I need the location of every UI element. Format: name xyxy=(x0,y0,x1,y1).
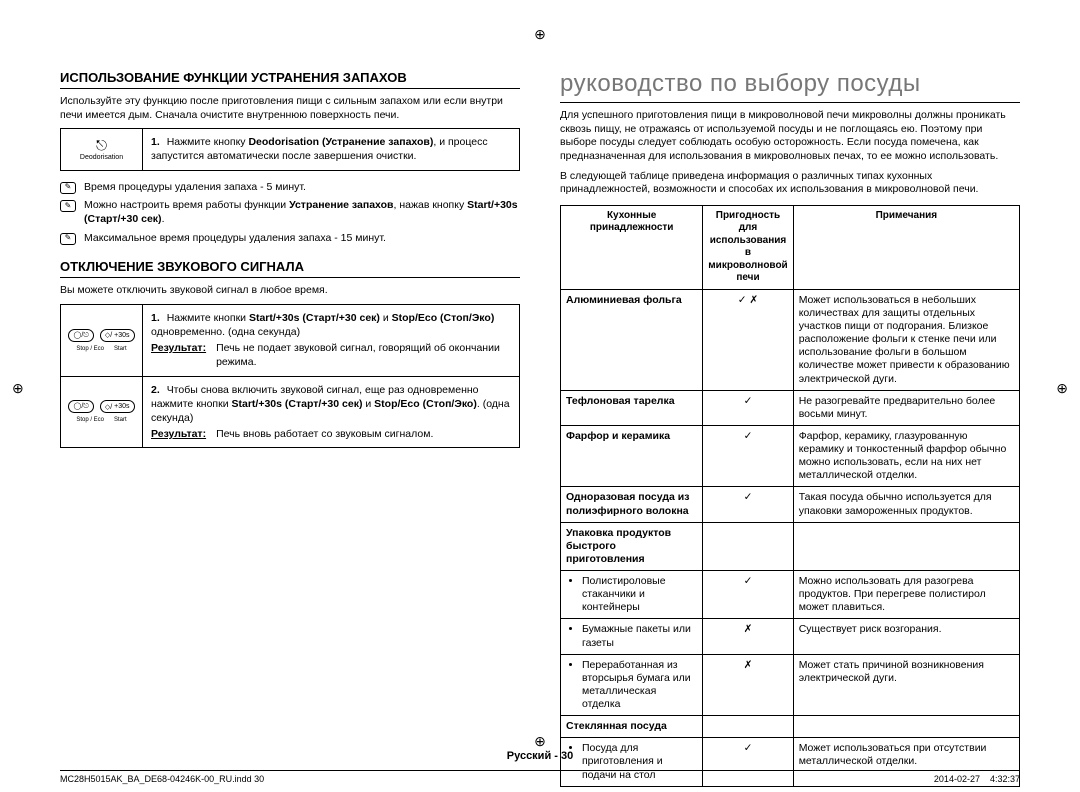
step-number: 1. xyxy=(151,136,160,148)
cell-group: Стеклянная посуда xyxy=(561,716,703,738)
cell-safe: ✓ xyxy=(703,390,793,425)
step-number: 1. xyxy=(151,312,160,324)
cell-safe: ✗ xyxy=(703,654,793,716)
cell-note: Существует риск возгорания. xyxy=(793,619,1019,654)
table-row: Фарфор и керамика ✓ Фарфор, керамику, гл… xyxy=(561,425,1020,487)
sound-intro: Вы можете отключить звуковой сигнал в лю… xyxy=(60,284,520,298)
sound-step2-body: 2. Чтобы снова включить звуковой сигнал,… xyxy=(143,377,519,448)
deodor-step-box: ⎋ Deodorisation 1. Нажмите кнопку Deodor… xyxy=(60,128,520,170)
cell-name: Фарфор и керамика xyxy=(561,425,703,487)
cookware-p2: В следующей таблице приведена информация… xyxy=(560,170,1020,197)
deodor-button-icon: ⎋ Deodorisation xyxy=(61,129,143,169)
page-columns: ИСПОЛЬЗОВАНИЕ ФУНКЦИИ УСТРАНЕНИЯ ЗАПАХОВ… xyxy=(60,70,1020,787)
cell-safe: ✓ xyxy=(703,425,793,487)
start-30s-icon: ◇/+30s xyxy=(100,400,135,413)
deodor-step-body: 1. Нажмите кнопку Deodorisation (Устране… xyxy=(143,129,519,169)
th-safe: Пригодность для использования в микровол… xyxy=(703,205,793,289)
cookware-title: руководство по выбору посуды xyxy=(560,70,1020,103)
left-column: ИСПОЛЬЗОВАНИЕ ФУНКЦИИ УСТРАНЕНИЯ ЗАПАХОВ… xyxy=(60,70,520,787)
cookware-p1: Для успешного приготовления пищи в микро… xyxy=(560,109,1020,164)
note-icon xyxy=(60,233,76,245)
foot-file: MC28H5015AK_BA_DE68-04246K-00_RU.indd 30 xyxy=(60,774,264,784)
th-name: Кухонные принадлежности xyxy=(561,205,703,289)
cell-name: Алюминиевая фольга xyxy=(561,289,703,390)
cell-safe: ✗ xyxy=(703,619,793,654)
table-row: Переработанная из вторсырья бумага или м… xyxy=(561,654,1020,716)
sound-step-box: ◯/⎋ ◇/+30s Stop / Eco Start 1. Нажмите к… xyxy=(60,304,520,448)
crop-mark-icon: ⊕ xyxy=(1056,380,1068,397)
deodor-intro: Используйте эту функцию после приготовле… xyxy=(60,95,520,122)
deodor-note-2: Можно настроить время работы функции Уст… xyxy=(60,199,520,226)
crop-mark-icon: ⊕ xyxy=(534,26,546,43)
table-row: Алюминиевая фольга ✓ ✗ Может использоват… xyxy=(561,289,1020,390)
sound-title: ОТКЛЮЧЕНИЕ ЗВУКОВОГО СИГНАЛА xyxy=(60,259,520,278)
deodor-title: ИСПОЛЬЗОВАНИЕ ФУНКЦИИ УСТРАНЕНИЯ ЗАПАХОВ xyxy=(60,70,520,89)
page-footer: Русский - 30 xyxy=(0,750,1080,762)
step-number: 2. xyxy=(151,384,160,396)
print-footline: MC28H5015AK_BA_DE68-04246K-00_RU.indd 30… xyxy=(60,770,1020,784)
cell-name: Тефлоновая тарелка xyxy=(561,390,703,425)
note-icon xyxy=(60,182,76,194)
right-column: руководство по выбору посуды Для успешно… xyxy=(560,70,1020,787)
crop-mark-icon: ⊕ xyxy=(534,733,546,750)
table-row: Бумажные пакеты или газеты ✗ Существует … xyxy=(561,619,1020,654)
table-row: Тефлоновая тарелка ✓ Не разогревайте пре… xyxy=(561,390,1020,425)
sound-buttons-icon: ◯/⎋ ◇/+30s Stop / Eco Start xyxy=(61,377,143,448)
crop-mark-icon: ⊕ xyxy=(12,380,24,397)
cell-name: Переработанная из вторсырья бумага или м… xyxy=(561,654,703,716)
table-row: Полистироловые стаканчики и контейнеры ✓… xyxy=(561,571,1020,619)
foot-timestamp: 2014-02-27 4:32:37 xyxy=(934,774,1020,784)
sound-step1-body: 1. Нажмите кнопки Start/+30s (Старт/+30 … xyxy=(143,305,519,376)
cell-note: Можно использовать для разогрева продукт… xyxy=(793,571,1019,619)
sound-buttons-icon: ◯/⎋ ◇/+30s Stop / Eco Start xyxy=(61,305,143,376)
cell-safe: ✓ xyxy=(703,571,793,619)
deodor-icon-label: Deodorisation xyxy=(80,154,123,161)
cell-name: Полистироловые стаканчики и контейнеры xyxy=(561,571,703,619)
cell-note: Фарфор, керамику, глазурованную керамику… xyxy=(793,425,1019,487)
deodor-note-3: Максимальное время процедуры удаления за… xyxy=(60,232,520,246)
cell-name: Бумажные пакеты или газеты xyxy=(561,619,703,654)
start-30s-icon: ◇/+30s xyxy=(100,329,135,342)
cell-note: Может стать причиной возникновения элект… xyxy=(793,654,1019,716)
cell-safe: ✓ xyxy=(703,487,793,522)
stop-eco-icon: ◯/⎋ xyxy=(68,329,93,342)
cell-note: Может использоваться в небольших количес… xyxy=(793,289,1019,390)
note-icon xyxy=(60,200,76,212)
cell-safe: ✓ ✗ xyxy=(703,289,793,390)
deodor-note-1: Время процедуры удаления запаха - 5 мину… xyxy=(60,181,520,195)
cell-group: Упаковка продуктов быстрого приготовлени… xyxy=(561,522,703,570)
result-label: Результат: xyxy=(151,341,206,369)
cell-name: Одноразовая посуда из полиэфирного волок… xyxy=(561,487,703,522)
cookware-table: Кухонные принадлежности Пригодность для … xyxy=(560,205,1020,787)
cell-note: Такая посуда обычно используется для упа… xyxy=(793,487,1019,522)
cell-note: Не разогревайте предварительно более вос… xyxy=(793,390,1019,425)
table-row: Одноразовая посуда из полиэфирного волок… xyxy=(561,487,1020,522)
deodor-icon: ⎋ xyxy=(96,138,107,152)
result-label: Результат: xyxy=(151,427,206,441)
table-row: Стеклянная посуда xyxy=(561,716,1020,738)
stop-eco-icon: ◯/⎋ xyxy=(68,400,93,413)
table-row: Упаковка продуктов быстрого приготовлени… xyxy=(561,522,1020,570)
th-note: Примечания xyxy=(793,205,1019,289)
